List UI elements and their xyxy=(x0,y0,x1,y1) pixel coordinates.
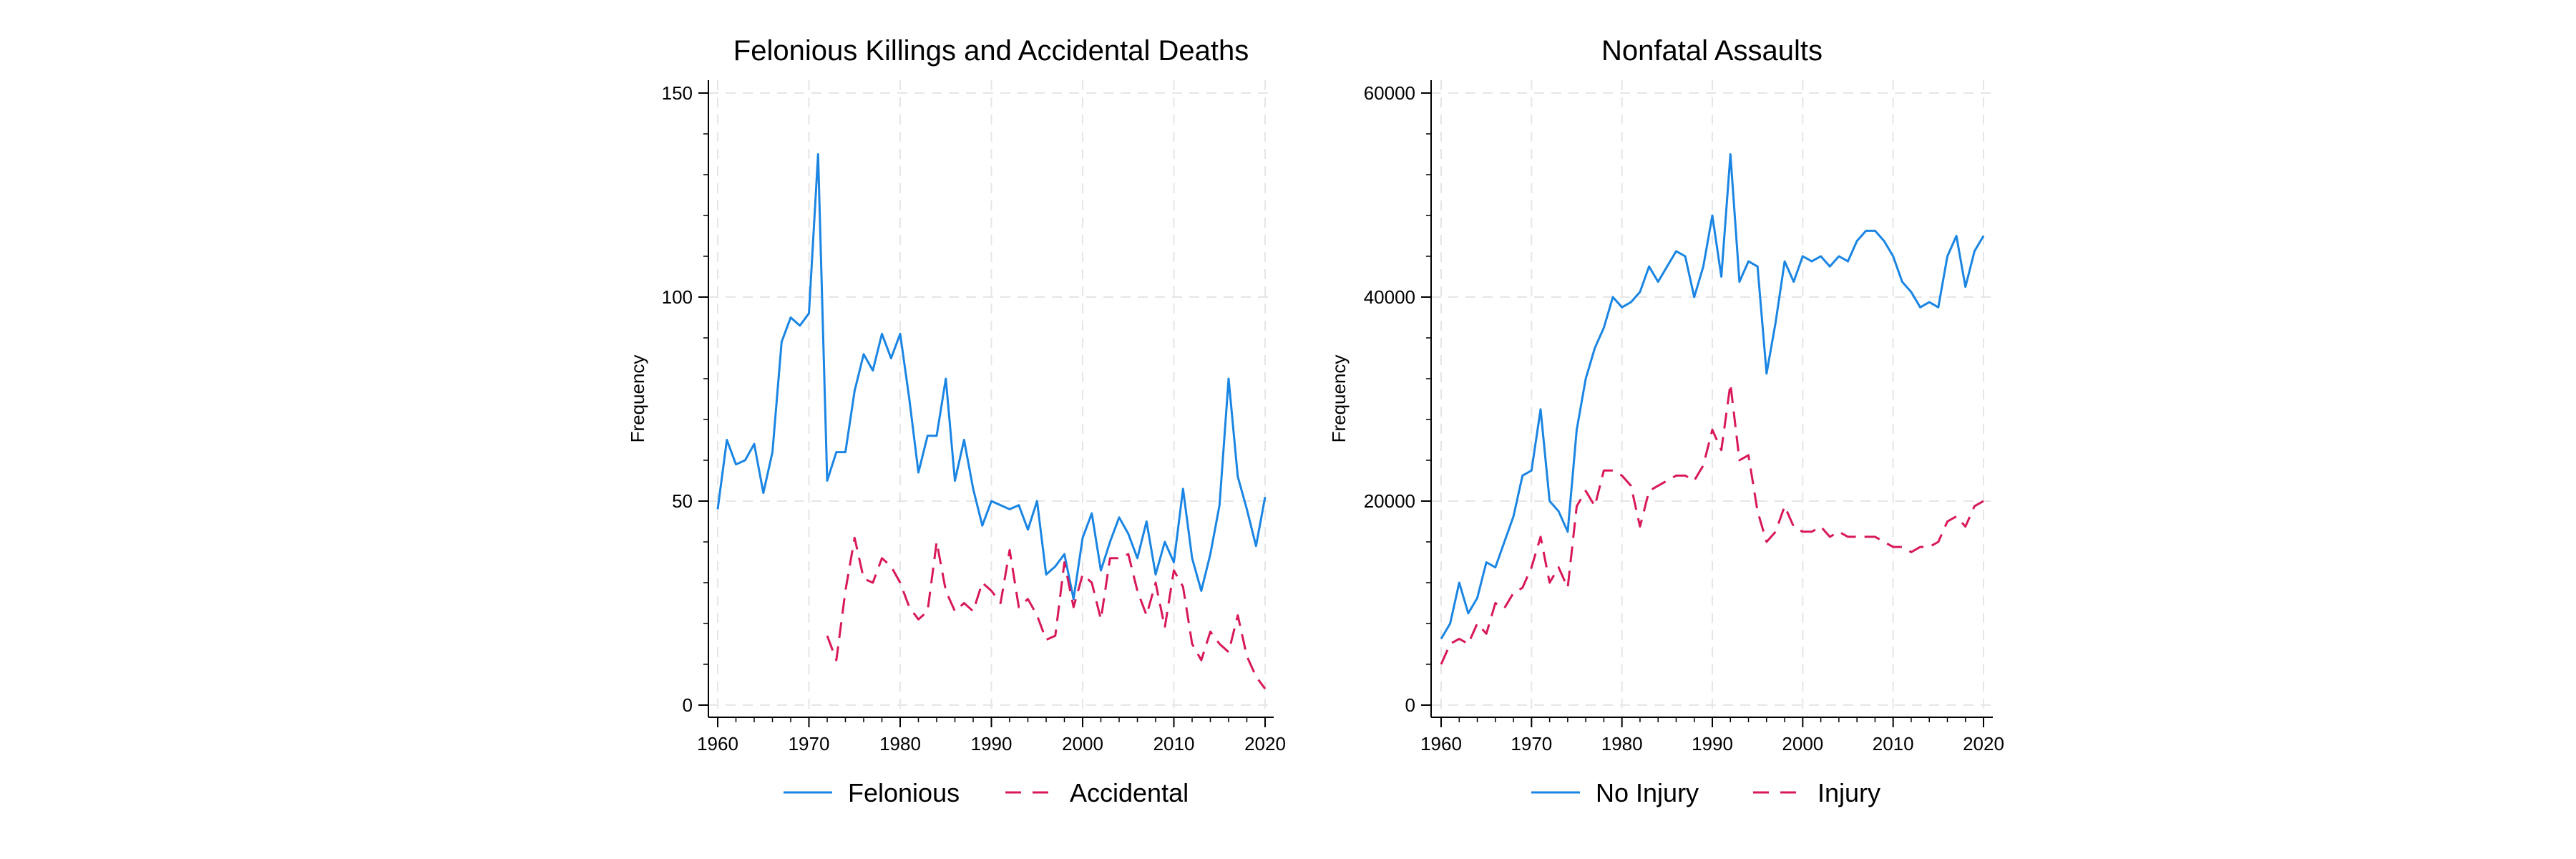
series-line-injury xyxy=(1440,382,1984,665)
y-tick-label: 50 xyxy=(672,490,693,512)
legend-label: Injury xyxy=(1818,778,1880,807)
y-tick-label: 0 xyxy=(683,694,693,716)
panel-nonfatal-assaults: Nonfatal Assaults 0 20000 40000 60000 1960 197… xyxy=(1328,35,2004,807)
x-tick-label: 2000 xyxy=(1062,733,1103,754)
x-tick-label: 2020 xyxy=(1963,733,2004,754)
series-line-no-injury xyxy=(1440,153,1985,640)
y-tick-label: 150 xyxy=(662,82,693,104)
x-tick-label: 2010 xyxy=(1153,733,1195,754)
y-tick-label: 0 xyxy=(1405,694,1415,716)
x-tick-label: 2000 xyxy=(1782,733,1823,754)
series-line-accidental xyxy=(826,536,1267,690)
x-tick-label: 1980 xyxy=(879,733,921,754)
y-tick-label: 60000 xyxy=(1364,82,1415,104)
x-tick-label: 1970 xyxy=(1511,733,1552,754)
legend-label: Felonious xyxy=(848,778,960,807)
series-line-felonious xyxy=(716,153,1267,601)
legend-label: No Injury xyxy=(1596,778,1699,807)
y-tick-label: 100 xyxy=(662,286,693,308)
y-tick-label: 20000 xyxy=(1364,490,1415,512)
panel-felonious-killings: Felonious Killings and Accidental Deaths… xyxy=(627,35,1286,807)
y-tick-label: 40000 xyxy=(1364,286,1415,308)
y-axis-label: Frequency xyxy=(627,355,648,443)
x-tick-label: 1990 xyxy=(1692,733,1733,754)
chart-title: Felonious Killings and Accidental Deaths xyxy=(733,35,1249,67)
x-tick-label: 2020 xyxy=(1244,733,1286,754)
x-tick-label: 2010 xyxy=(1873,733,1914,754)
x-tick-label: 1970 xyxy=(789,733,830,754)
x-tick-label: 1980 xyxy=(1601,733,1643,754)
y-axis-label: Frequency xyxy=(1328,355,1350,443)
x-tick-label: 1960 xyxy=(1420,733,1462,754)
x-tick-label: 1960 xyxy=(697,733,738,754)
chart-title: Nonfatal Assaults xyxy=(1601,35,1823,67)
x-tick-label: 1990 xyxy=(971,733,1013,754)
legend-label: Accidental xyxy=(1070,778,1189,807)
